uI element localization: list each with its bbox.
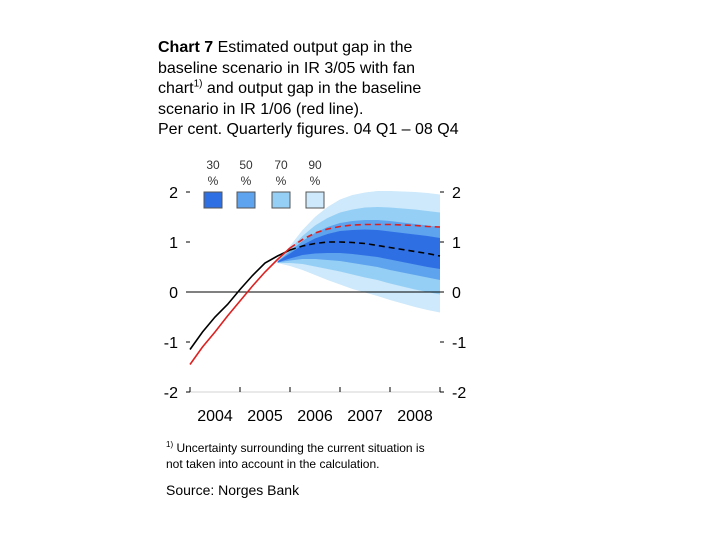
- chart-title: Chart 7 Estimated output gap in the base…: [158, 38, 578, 141]
- title-line-2: baseline scenario in IR 3/05 with fan: [158, 59, 416, 77]
- chart-legend: 30% 50% 70% 90%: [203, 158, 325, 209]
- title-line-5: Per cent. Quarterly figures. 04 Q1 – 08 …: [158, 121, 459, 138]
- title-line-4: scenario in IR 1/06 (red line).: [158, 100, 364, 118]
- y-tick-label-right: 0: [452, 285, 461, 302]
- x-tick-label: 2006: [297, 408, 333, 425]
- legend-swatch-90: [305, 191, 325, 209]
- legend-swatch-70: [271, 191, 291, 209]
- y-tick-label-right: -2: [452, 385, 466, 402]
- footnote-line-1: 1) Uncertainty surrounding the current s…: [166, 440, 425, 456]
- y-tick-label-left: 0: [169, 285, 178, 302]
- fan-band-30: [277, 229, 440, 269]
- y-tick-label-right: 2: [452, 185, 461, 202]
- axis-ticks: -2 -2 -1 -1 0 0 1 1 2 2 2004 2005 2006 2007 2008: [164, 185, 467, 425]
- x-tick-label: 2008: [397, 408, 433, 425]
- footnote-line-2: not taken into account in the calculatio…: [166, 457, 380, 471]
- legend-label-90: 90: [308, 158, 322, 172]
- legend-unit-30: %: [208, 174, 219, 188]
- y-tick-label-left: 2: [169, 185, 178, 202]
- footnote: 1) Uncertainty surrounding the current s…: [166, 440, 526, 472]
- legend-unit-50: %: [241, 174, 252, 188]
- title-line-3: chart1) and output gap in the baseline: [158, 78, 422, 97]
- y-tick-label-right: 1: [452, 235, 461, 252]
- legend-label-50: 50: [239, 158, 253, 172]
- red-line-solid: [189, 247, 291, 365]
- black-line-solid: [189, 249, 291, 350]
- legend-swatch-50: [236, 191, 256, 209]
- black-line-dashed: [289, 241, 441, 257]
- x-tick-label: 2007: [347, 408, 383, 425]
- legend-label-30: 30: [206, 158, 220, 172]
- y-tick-label-left: -1: [164, 335, 178, 352]
- legend-unit-90: %: [310, 174, 321, 188]
- y-tick-label-left: -2: [164, 385, 178, 402]
- fan-chart-bands: [277, 191, 440, 313]
- source-note: Source: Norges Bank: [166, 482, 300, 498]
- y-tick-label-right: -1: [452, 335, 466, 352]
- legend-swatch-30: [203, 191, 223, 209]
- legend-unit-70: %: [276, 174, 287, 188]
- chart-number: Chart 7: [158, 39, 214, 56]
- title-line-1: Chart 7 Estimated output gap in the: [158, 39, 413, 56]
- y-tick-label-left: 1: [169, 235, 178, 252]
- footnote-marker: 1): [193, 78, 203, 90]
- chart-lines: [189, 223, 441, 365]
- x-tick-label: 2005: [247, 408, 283, 425]
- legend-label-70: 70: [274, 158, 288, 172]
- x-tick-label: 2004: [197, 408, 233, 425]
- red-line-dashed: [289, 223, 441, 249]
